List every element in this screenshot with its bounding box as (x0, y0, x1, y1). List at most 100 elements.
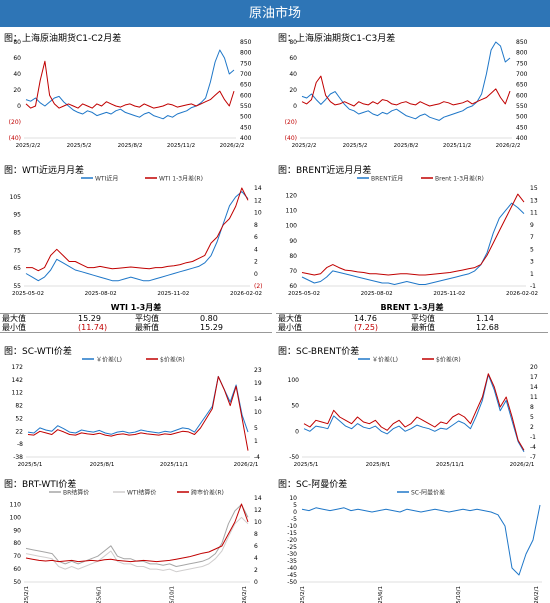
y-left-tick-label: 22 (15, 428, 23, 435)
x-tick-label: 2026-02-02 (506, 291, 538, 297)
chart-c5: ￥价差(L) $价差(R) 172 142 112 82 52 22 -8 -38 23 19 14 10… (12, 356, 262, 469)
y-left-tick-label: 75 (13, 247, 21, 254)
y-right-tick-label: 8 (254, 222, 258, 229)
x-tick-label: 2025/5/2 (67, 143, 92, 149)
y-left-tick-label: 142 (12, 377, 24, 384)
y-left-tick-label: 50 (291, 403, 299, 410)
y-right-tick-label: 23 (254, 367, 262, 374)
y-left-tick-label: -30 (287, 551, 297, 558)
y-left-tick-label: -40 (287, 565, 297, 572)
y-left-tick-label: 52 (15, 415, 23, 422)
series-line-1 (303, 373, 525, 451)
x-tick-label: 2025/11/1 (160, 462, 188, 468)
y-right-tick-label: (2) (254, 283, 263, 290)
x-tick-label: 2025/8/1 (90, 462, 115, 468)
legend-label: 跨市价差(R) (191, 489, 224, 497)
chart-title-c2: 图：上海原油期货C1-C3月差 (278, 34, 396, 44)
y-right-tick-label: 6 (254, 543, 258, 550)
value-min: (11.74) (78, 323, 108, 332)
y-left-tick-label: 100 (286, 223, 298, 230)
series-line-2 (25, 503, 249, 563)
y-left-tick-label: -25 (287, 544, 297, 551)
label-max: 最大值 (2, 314, 26, 323)
y-left-tick-label: 0 (295, 428, 299, 435)
x-tick-label: 2025/6/1 (378, 586, 384, 603)
y-left-tick-label: 100 (288, 377, 300, 384)
chart-c8: SC-阿曼价差 1050-5-10-15-20-25-30-35-40-45-50… (287, 489, 542, 603)
y-right-tick-label: 8 (530, 404, 534, 411)
y-right-tick-label: 850 (516, 39, 528, 46)
chart-title-c3: 图：WTI近远月月差 (4, 166, 85, 176)
y-right-tick-label: 1 (530, 271, 534, 278)
y-right-tick-label: 14 (254, 185, 262, 192)
y-left-tick-label: -20 (287, 537, 297, 544)
y-right-tick-label: 600 (240, 92, 252, 99)
x-tick-label: 2025-05-02 (288, 291, 320, 297)
x-tick-label: 2025/2/1 (300, 586, 306, 603)
y-left-tick-label: 110 (10, 501, 22, 508)
y-right-tick-label: 12 (254, 197, 262, 204)
x-tick-label: 2025/8/1 (366, 462, 391, 468)
legend-label: SC-阿曼价差 (411, 489, 445, 497)
legend-label: WTI 1-3月差(R) (159, 175, 203, 183)
y-right-tick-label: 10 (254, 519, 262, 526)
x-tick-label: 2025/2/2 (16, 143, 41, 149)
brent-stats-table: BRENT 1-3月差 最大值 14.76 平均值 1.14 最小值 (7.25… (276, 302, 548, 334)
y-left-tick-label: -50 (289, 454, 299, 461)
y-left-tick-label: 70 (289, 268, 297, 275)
y-right-tick-label: -1 (530, 434, 536, 441)
legend-label: ￥价差(L) (372, 356, 398, 364)
y-left-tick-label: 110 (286, 208, 298, 215)
y-left-tick-label: 90 (13, 527, 21, 534)
label-latest: 最新值 (411, 323, 435, 332)
y-right-tick-label: 550 (516, 103, 528, 110)
chart-c6: ￥价差(L) $价差(R)100500-5020171411852-1-4-720… (288, 356, 538, 469)
y-right-tick-label: 650 (240, 82, 252, 89)
y-right-tick-label: 750 (240, 60, 252, 67)
series-line-0 (25, 49, 235, 120)
y-right-tick-label: 0 (254, 271, 258, 278)
y-right-tick-label: 11 (530, 210, 538, 217)
brent-stats-title: BRENT 1-3月差 (380, 303, 444, 312)
x-tick-label: 2025/8/2 (118, 143, 143, 149)
chart-title-c8: 图：SC-阿曼价差 (278, 480, 348, 490)
y-left-tick-label: 40 (289, 71, 297, 78)
series-line-1 (27, 376, 249, 451)
y-left-tick-label: 82 (15, 403, 23, 410)
series-line-0 (301, 41, 511, 121)
y-right-tick-label: -4 (254, 454, 260, 461)
x-tick-label: 2025-05-02 (12, 291, 44, 297)
x-tick-label: 2025-08-02 (85, 291, 117, 297)
y-left-tick-label: 172 (12, 364, 24, 371)
value-max: 15.29 (78, 314, 101, 323)
x-tick-label: 2025/5/1 (294, 462, 319, 468)
y-right-tick-label: 14 (254, 495, 262, 502)
y-right-tick-label: 19 (254, 380, 262, 387)
y-right-tick-label: 850 (240, 39, 252, 46)
y-left-tick-label: 90 (289, 238, 297, 245)
x-tick-label: 2026/2/1 (242, 586, 248, 603)
x-tick-label: 2026/2/1 (534, 586, 540, 603)
y-right-tick-label: 2 (530, 424, 534, 431)
chart-c4: BRENT近月 Brent 1-3月差(R)1201101009080706015… (286, 175, 538, 298)
y-left-tick-label: 60 (289, 283, 297, 290)
chart-title-c1: 图：上海原油期货C1-C2月差 (4, 34, 122, 44)
chart-title-c6: 图：SC-BRENT价差 (278, 347, 360, 357)
value-avg: 0.80 (200, 314, 218, 323)
y-right-tick-label: 3 (530, 259, 534, 266)
y-left-tick-label: 50 (13, 579, 21, 586)
y-left-tick-label: 105 (10, 194, 22, 201)
y-right-tick-label: 750 (516, 60, 528, 67)
label-max: 最大值 (278, 314, 302, 323)
wti-stats-table: WTI 1-3月差 最大值 15.29 平均值 0.80 最小值 (11.74)… (0, 302, 272, 334)
legend-label: BR结算价 (63, 489, 89, 497)
y-left-tick-label: 10 (289, 495, 297, 502)
y-right-tick-label: 700 (240, 71, 252, 78)
y-left-tick-label: 55 (13, 283, 21, 290)
chart-title-c7: 图：BRT-WTI价差 (4, 480, 77, 490)
y-left-tick-label: 85 (13, 230, 21, 237)
legend-label: $价差(R) (436, 356, 461, 364)
series-line-1 (25, 60, 235, 109)
y-right-tick-label: 500 (516, 114, 528, 121)
wti-stats-row-max: 最大值 15.29 平均值 0.80 (0, 313, 272, 323)
